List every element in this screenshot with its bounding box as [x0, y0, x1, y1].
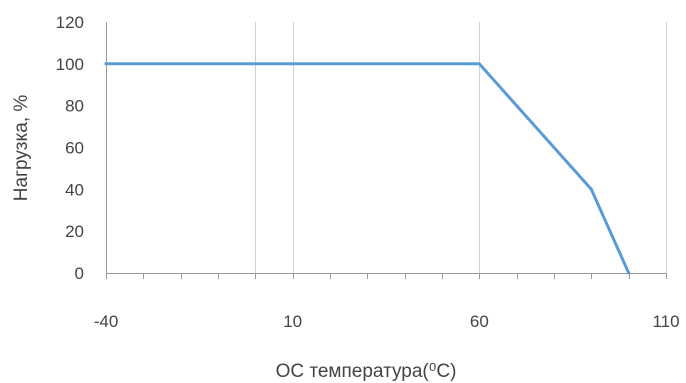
series-line-0 [106, 64, 629, 273]
data-point [590, 188, 593, 191]
y-tick-label: 20 [65, 222, 84, 241]
x-tick-label: 110 [652, 312, 679, 331]
axes [106, 22, 666, 274]
x-tick-labels: -40 10 60 110 [94, 312, 680, 331]
y-tick-label: 60 [65, 139, 84, 158]
y-tick-label: 80 [65, 97, 84, 116]
x-tick-label: -40 [94, 312, 119, 331]
y-tick-label: 100 [56, 55, 84, 74]
x-axis-title: ОС температура(⁰С) [276, 361, 457, 382]
x-tick-label: 60 [470, 312, 489, 331]
data-point [105, 62, 108, 65]
y-tick-labels: 0 20 40 60 80 100 120 [56, 13, 84, 283]
data-point [627, 272, 630, 275]
series-layer [105, 62, 631, 274]
y-tick-label: 0 [75, 264, 84, 283]
data-point [478, 62, 481, 65]
y-tick-label: 120 [56, 13, 84, 32]
y-axis-title: Нагрузка, % [11, 95, 32, 202]
y-tick-label: 40 [65, 180, 84, 199]
vertical-gridlines [256, 22, 667, 273]
x-tick-label: 10 [283, 312, 302, 331]
